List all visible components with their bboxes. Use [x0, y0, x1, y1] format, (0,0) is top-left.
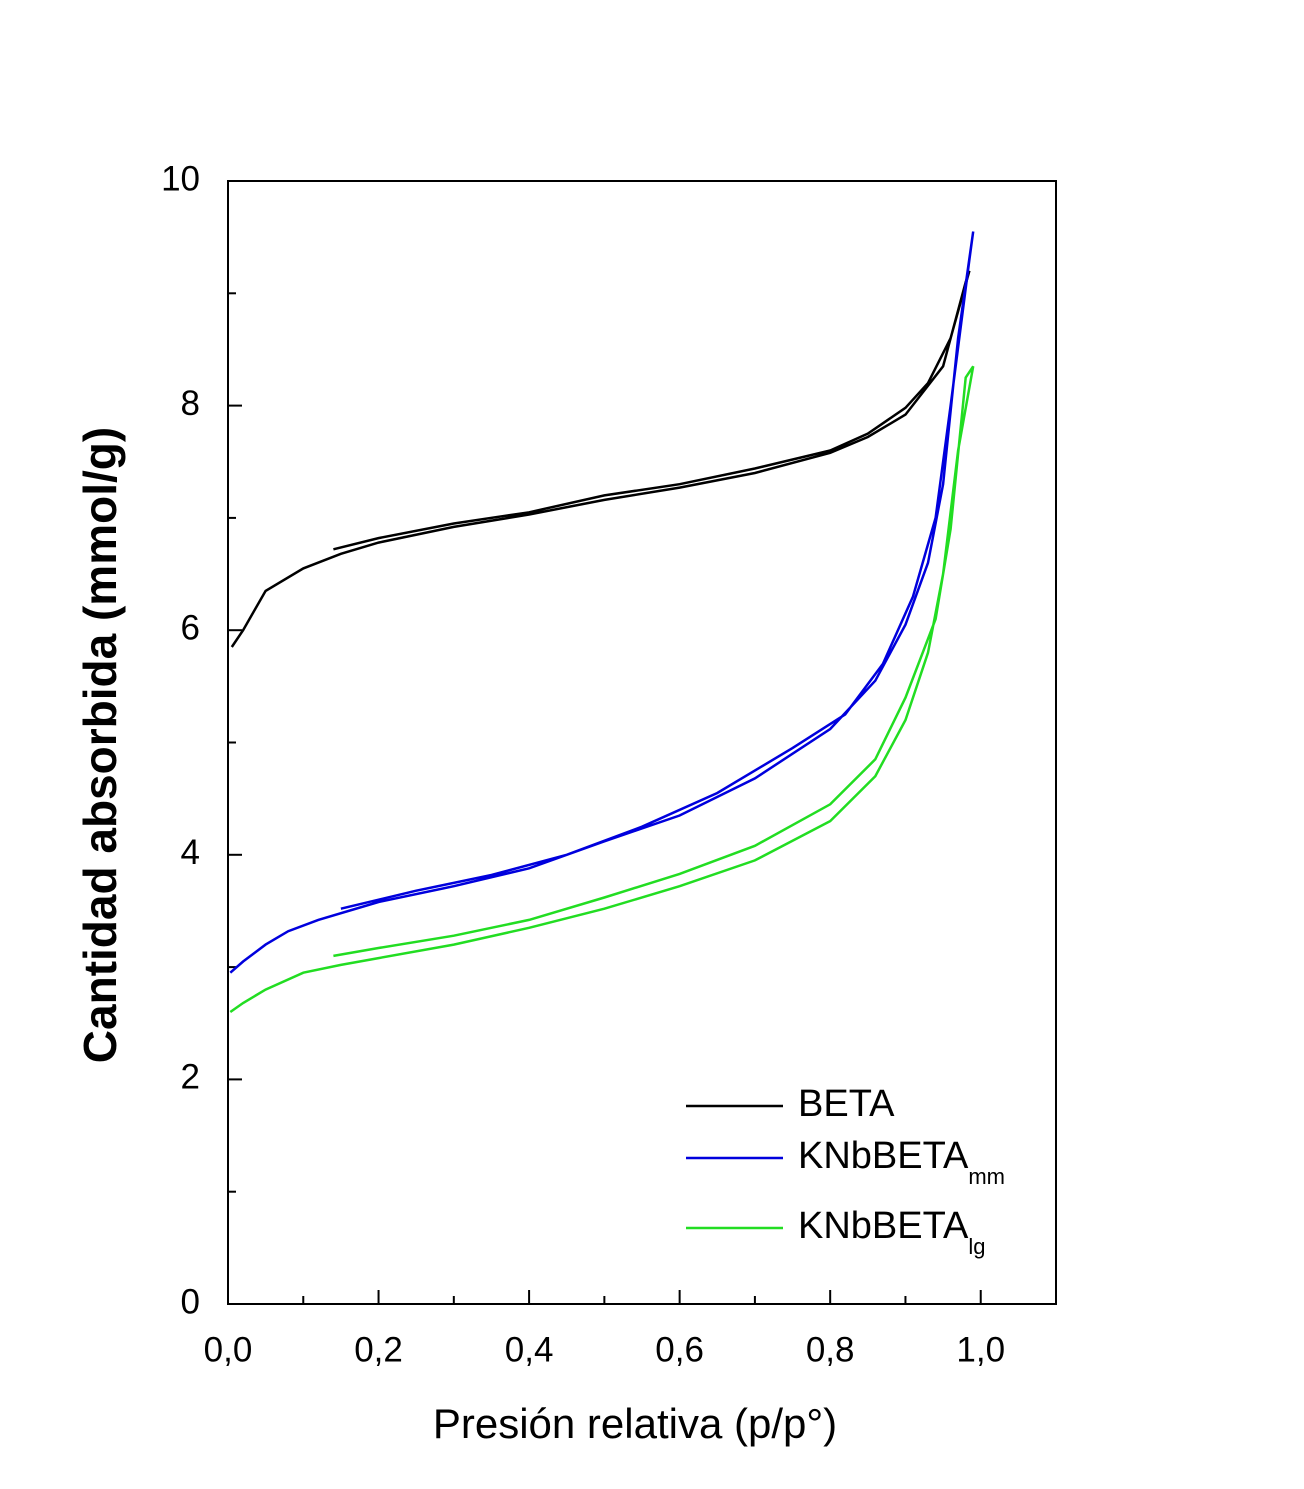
legend-label: BETA — [798, 1083, 895, 1125]
x-axis-label: Presión relativa (p/p°) — [433, 1400, 837, 1447]
legend-name: BETA — [798, 1083, 895, 1125]
series-line — [230, 270, 971, 648]
x-tick-label: 0,6 — [655, 1330, 704, 1369]
x-tick-label: 0,0 — [204, 1330, 253, 1369]
x-tick-label: 0,2 — [354, 1330, 403, 1369]
legend-label: KNbBETAmm — [798, 1135, 1005, 1189]
legend-label: KNbBETAlg — [798, 1205, 985, 1259]
y-axis-label: Cantidad absorbida (mmol/g) — [74, 427, 126, 1063]
y-tick-label: 6 — [181, 608, 200, 647]
y-tick-label: 10 — [161, 159, 200, 198]
x-tick-label: 0,8 — [806, 1330, 855, 1369]
legend-name: KNbBETA — [798, 1205, 969, 1247]
x-tick-label: 0,4 — [505, 1330, 554, 1369]
y-tick-label: 0 — [181, 1282, 200, 1321]
y-tick-label: 4 — [181, 833, 200, 872]
legend-subscript: lg — [968, 1234, 985, 1259]
y-tick-label: 8 — [181, 384, 200, 423]
series-line — [229, 231, 975, 974]
y-tick-label: 2 — [181, 1058, 200, 1097]
legend-name: KNbBETA — [798, 1135, 969, 1177]
series-line — [229, 365, 975, 1014]
x-tick-label: 1,0 — [956, 1330, 1005, 1369]
legend-subscript: mm — [968, 1164, 1005, 1189]
